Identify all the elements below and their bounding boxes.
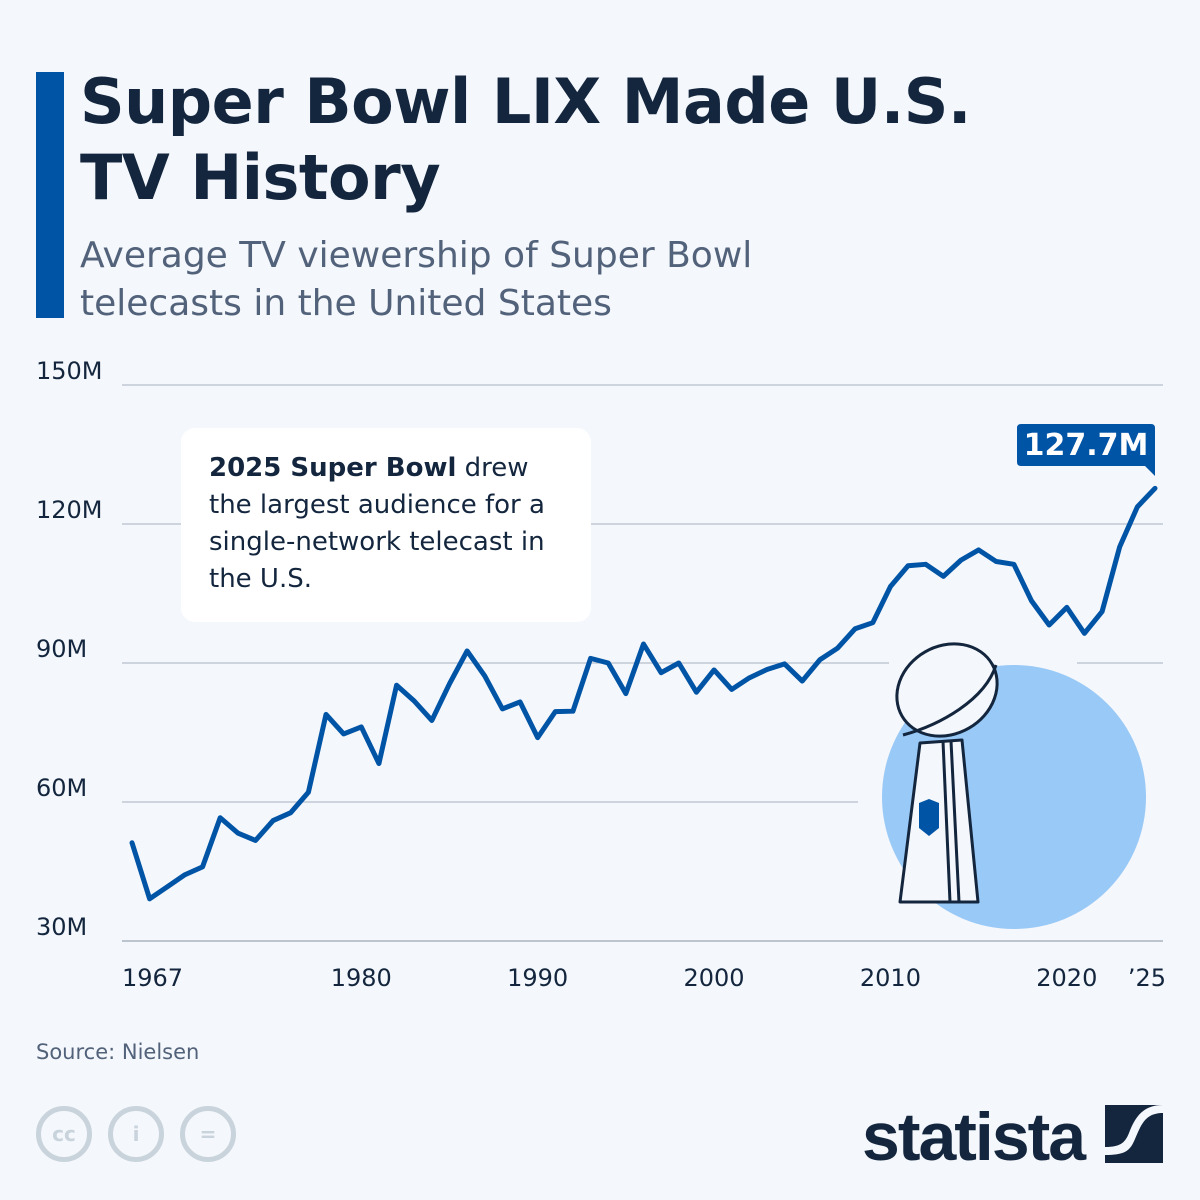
nfl-shield-icon (919, 799, 939, 836)
cc-icon: cc (36, 1106, 92, 1162)
annotation-bold: 2025 Super Bowl (209, 453, 457, 483)
statista-logo: statista (862, 1099, 1086, 1175)
football-seam (902, 664, 998, 737)
y-tick-label: 60M (36, 774, 87, 802)
y-tick-label: 150M (36, 357, 103, 385)
x-tick-label: 2000 (684, 964, 745, 992)
no-derivatives-icon: = (180, 1106, 236, 1162)
value-label: 127.7M (1024, 428, 1149, 463)
x-tick-label: 1967 (122, 964, 183, 992)
line-chart: 30M 60M 90M 120M 150M 1967 1980 1990 2000 2010 202… (36, 357, 1166, 992)
y-tick-label: 30M (36, 913, 87, 941)
page-title: Super Bowl LIX Made U.S. TV History (80, 65, 971, 214)
y-tick-label: 120M (36, 496, 103, 524)
x-tick-label: 1990 (507, 964, 568, 992)
source-text: Source: Nielsen (36, 1040, 200, 1064)
x-tick-label: 1980 (331, 964, 392, 992)
trophy-icon (895, 642, 999, 904)
x-tick-label: 2020 (1036, 964, 1097, 992)
annotation-box: 2025 Super Bowl drew the largest audienc… (181, 428, 591, 622)
x-tick-label: 2010 (860, 964, 921, 992)
trophy-line (949, 740, 961, 903)
attribution-icon: i (108, 1106, 164, 1162)
x-tick-label: ’25 (1128, 964, 1166, 992)
value-callout (1017, 424, 1155, 476)
statista-logo-icon (1105, 1105, 1163, 1163)
trophy-line (941, 740, 952, 903)
page-subtitle: Average TV viewership of Super Bowl tele… (80, 235, 753, 324)
annotation-text: drew the largest audience for a single-n… (209, 453, 545, 594)
y-tick-label: 90M (36, 635, 87, 663)
football-icon (895, 642, 999, 738)
accent-bar (36, 72, 64, 318)
